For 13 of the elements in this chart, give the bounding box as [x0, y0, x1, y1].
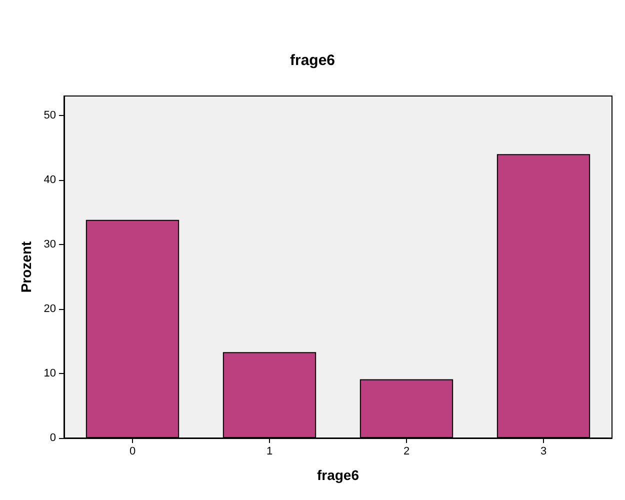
y-tick-label: 30: [44, 238, 56, 250]
y-tick-label: 40: [44, 174, 56, 186]
x-axis-title: frage6: [316, 467, 360, 483]
chart-title: frage6: [290, 52, 336, 69]
x-tick-label: 1: [266, 446, 273, 458]
x-tick-label: 2: [403, 446, 410, 458]
x-tick-label: 3: [540, 446, 547, 458]
y-tick-label: 0: [50, 432, 56, 444]
y-tick-label: 10: [44, 367, 56, 380]
x-tick-label: 0: [129, 446, 136, 458]
y-tick-label: 20: [44, 302, 56, 315]
y-tick-label: 50: [44, 109, 56, 122]
y-axis-title: Prozent: [18, 240, 34, 293]
